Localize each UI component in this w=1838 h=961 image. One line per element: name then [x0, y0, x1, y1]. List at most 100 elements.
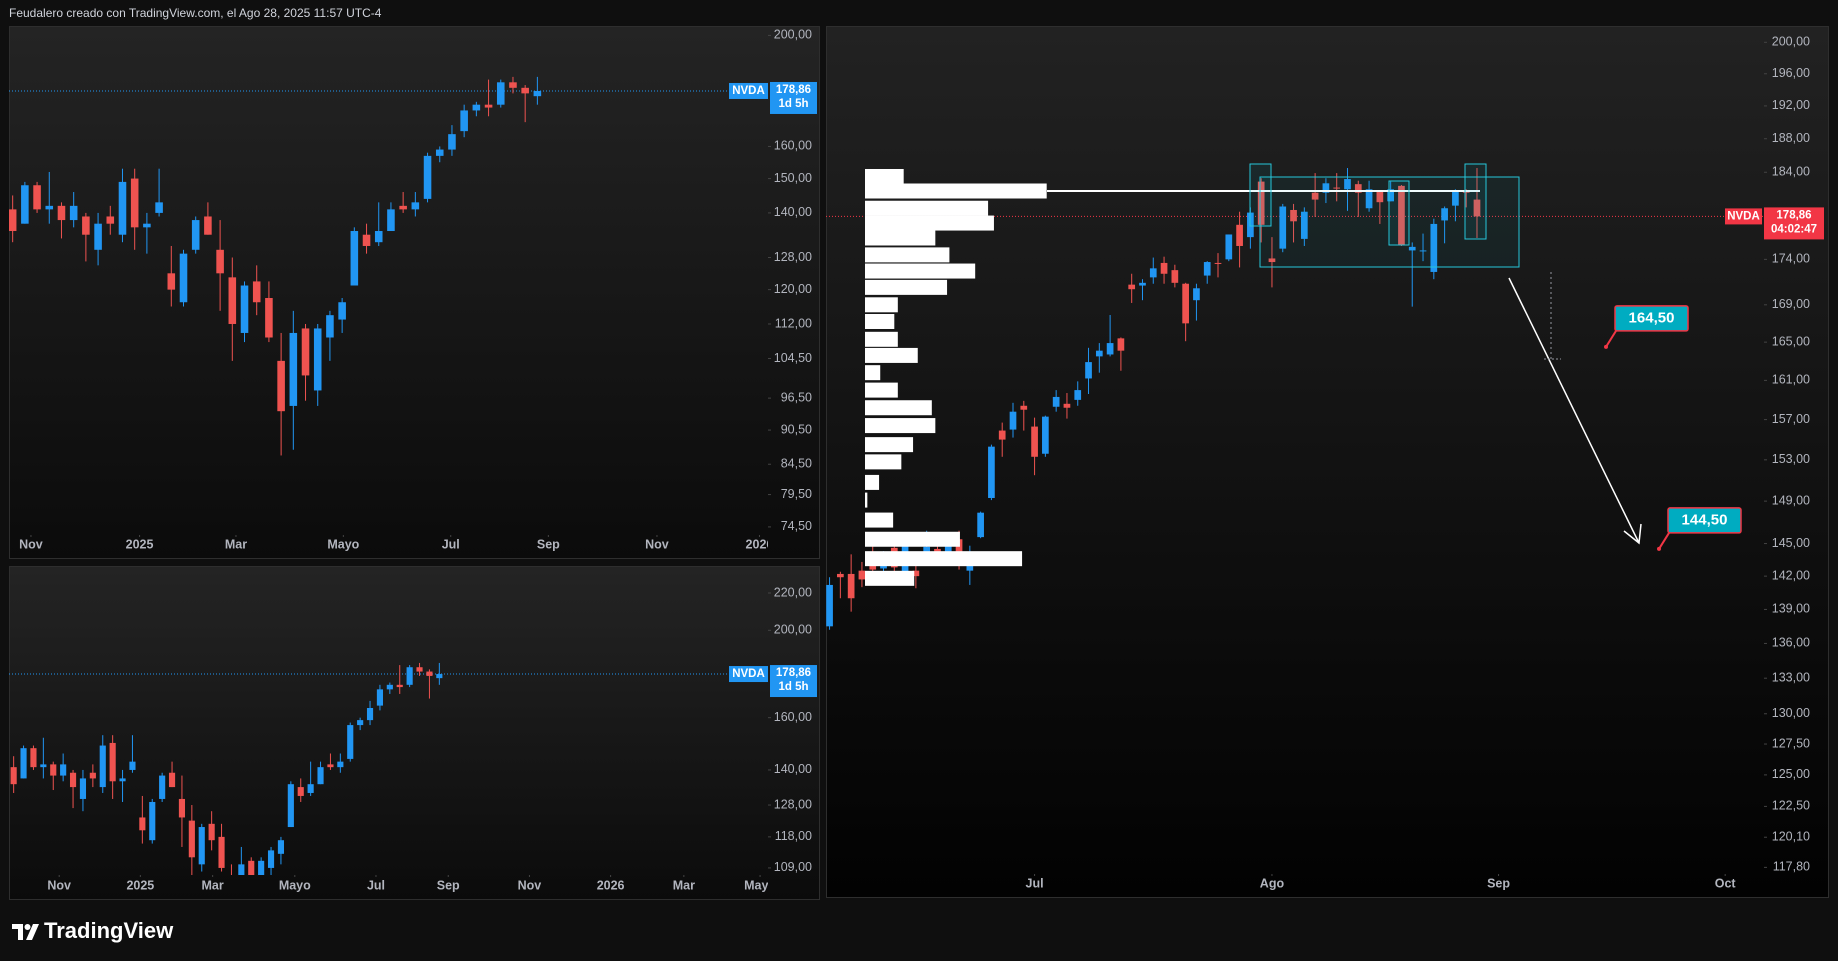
x-tick-label: 2025 [126, 537, 154, 551]
candle-body [118, 181, 127, 235]
x-tick-label: Oct [1715, 876, 1737, 890]
candle-body [69, 205, 78, 221]
candle-body [1441, 208, 1448, 221]
candle-body [208, 823, 215, 841]
candle-body [496, 82, 505, 105]
candle-body [1408, 246, 1416, 251]
candle-body [955, 539, 963, 556]
candle-body [1430, 223, 1438, 272]
range-box [1388, 180, 1410, 246]
candle-body [155, 202, 163, 213]
y-tick-label: 128,00 [774, 797, 812, 811]
candle-body [1354, 184, 1362, 193]
y-tick-label: 192,00 [1772, 98, 1810, 112]
volume-profile-bar [865, 418, 936, 434]
candle-body [988, 446, 995, 498]
candle-body [159, 775, 166, 799]
callout-line [1658, 532, 1670, 550]
x-tick-label: Jul [1026, 876, 1044, 890]
candle-body [228, 277, 237, 324]
candle-body [472, 104, 481, 111]
y-tick-label: 153,00 [1772, 452, 1810, 466]
volume-profile-bar [865, 230, 936, 246]
candle-body [376, 689, 384, 706]
candle-body [435, 149, 444, 156]
volume-profile-bar [865, 531, 960, 547]
candle-body [57, 205, 66, 221]
candle-body [30, 748, 37, 768]
countdown-label: 1d 5h [778, 681, 808, 693]
candle-body [1257, 181, 1265, 225]
candle-body [1376, 190, 1384, 203]
y-tick-label: 200,00 [774, 28, 812, 42]
candle-body [934, 548, 941, 554]
candle-body [40, 764, 47, 768]
callout-point [1657, 546, 1661, 551]
price-label: 178,86 [1776, 209, 1811, 221]
x-tick-label: 2026 [597, 878, 625, 892]
candle-body [1182, 283, 1189, 324]
candle-body [1473, 199, 1481, 217]
candle-body [426, 671, 433, 676]
x-tick-label: 2025 [126, 878, 154, 892]
y-tick-label: 200,00 [774, 623, 812, 637]
candle-body [357, 720, 364, 726]
candle-body [386, 684, 393, 690]
arrow [1508, 277, 1640, 544]
candle-body [21, 185, 29, 224]
x-tick-label: 2026 [746, 537, 774, 551]
candle-body [119, 778, 126, 782]
candle-body [837, 573, 844, 578]
plot-area [9, 76, 768, 456]
candle-body [198, 827, 205, 865]
volume-profile-bar [865, 247, 950, 263]
candle-body [1042, 416, 1049, 454]
candle-body [317, 767, 324, 785]
x-tick-label: Sep [537, 537, 560, 551]
x-tick-label: Nov [47, 878, 71, 892]
candle-body [297, 787, 304, 796]
panel-right [826, 26, 1829, 898]
candle-body [869, 563, 877, 570]
symbol-tag [1725, 208, 1762, 225]
x-tick-label: Jul [442, 537, 460, 551]
y-tick-label: 84,50 [781, 457, 812, 471]
y-tick-label: 160,00 [774, 139, 812, 153]
candle-body [521, 87, 529, 94]
arrow-head [1623, 523, 1642, 545]
candle-body [1095, 350, 1103, 357]
candle-body [416, 667, 423, 672]
volume-profile-bar [865, 492, 868, 508]
candle-body [10, 767, 17, 785]
x-tick-label: Mar [673, 878, 695, 892]
candle-body [1171, 270, 1179, 283]
volume-profile-bar [865, 279, 948, 295]
candle-body [1311, 192, 1319, 200]
y-tick-label: 125,00 [1772, 767, 1810, 781]
candle-body [301, 328, 310, 376]
symbol-label: NVDA [732, 668, 765, 680]
candle-body [1020, 405, 1028, 410]
candle-body [847, 573, 855, 599]
candle-body [423, 155, 432, 199]
logo-mark [24, 924, 31, 930]
x-tick-label: Nov [518, 878, 542, 892]
volume-profile-bar [865, 474, 880, 490]
x-tick-label: Mayo [279, 878, 311, 892]
volume-profile-bar [865, 331, 898, 347]
panel-bottom-left [9, 566, 820, 900]
candle-body [1214, 262, 1222, 264]
y-tick-label: 96,50 [781, 390, 812, 404]
price-tag [770, 81, 817, 114]
logo-mark [12, 924, 23, 940]
x-tick-label: Mayo [744, 878, 776, 892]
candle-body [143, 223, 151, 228]
candle-body [1279, 206, 1287, 249]
candle-body [33, 185, 41, 210]
y-tick-label: 120,00 [774, 282, 812, 296]
candle-body [79, 778, 87, 799]
y-tick-label: 149,00 [1772, 493, 1810, 507]
candle-body [277, 840, 285, 854]
candle-body [362, 234, 371, 246]
